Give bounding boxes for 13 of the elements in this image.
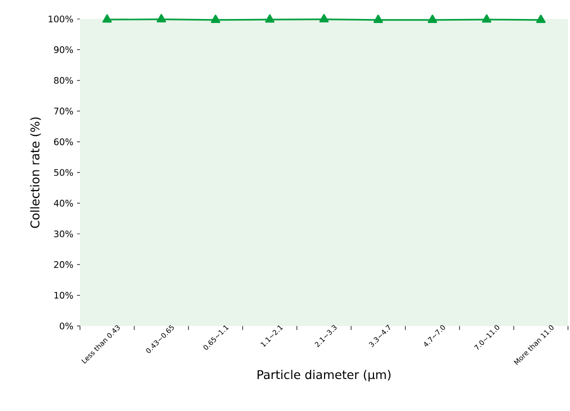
y-tick-label: 0% <box>60 322 73 330</box>
x-axis-title: Particle diameter (µm) <box>258 370 390 382</box>
y-tick-label: 70% <box>54 108 73 114</box>
y-tick-label: 90% <box>54 46 73 54</box>
y-tick-label: 80% <box>54 76 73 84</box>
y-tick-label: 30% <box>54 230 73 238</box>
y-tick-label: 20% <box>54 261 73 268</box>
y-tick-label: 10% <box>54 292 73 299</box>
y-tick-label: 50% <box>54 169 73 176</box>
y-tick-label: 100% <box>48 16 73 22</box>
y-tick-label: 40% <box>54 200 73 207</box>
y-axis-title: Collection rate (%) <box>30 117 41 228</box>
y-tick-label: 60% <box>54 138 73 146</box>
